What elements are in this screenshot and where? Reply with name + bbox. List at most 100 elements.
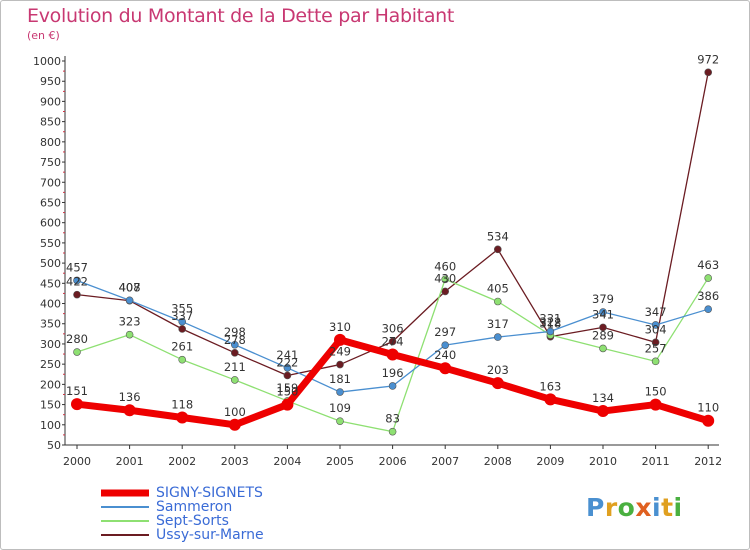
data-label: 241: [276, 348, 298, 362]
data-label: 222: [276, 355, 298, 369]
data-point: [283, 363, 292, 372]
data-label: 211: [224, 360, 246, 374]
brand-logo: Proxiti: [586, 493, 683, 522]
y-tick-label: 500: [40, 257, 61, 270]
data-label: 203: [487, 363, 509, 377]
data-label: 110: [697, 401, 719, 415]
y-tick-label: 350: [40, 318, 61, 331]
x-tick-label: 2008: [484, 455, 512, 468]
legend-label: SIGNY-SIGNETS: [156, 485, 263, 501]
data-label: 323: [119, 315, 141, 329]
data-point: [704, 305, 713, 313]
data-point: [651, 357, 660, 366]
data-label: 407: [119, 281, 141, 295]
y-tick-label: 150: [40, 399, 61, 412]
data-point: [544, 393, 557, 406]
data-label: 405: [487, 282, 509, 296]
brand-letter: r: [604, 493, 618, 522]
data-point: [125, 330, 134, 339]
data-label: 136: [119, 390, 141, 404]
data-point: [334, 333, 346, 346]
data-label: 457: [66, 260, 88, 274]
y-tick-label: 600: [40, 217, 61, 230]
data-point: [71, 398, 83, 411]
data-label: 274: [382, 334, 404, 348]
data-point: [546, 327, 555, 336]
data-label: 318: [539, 317, 561, 331]
data-label: 278: [224, 333, 246, 347]
data-point: [73, 348, 81, 356]
data-label: 249: [329, 345, 351, 359]
brand-letter: t: [661, 493, 674, 522]
data-label: 972: [697, 52, 719, 66]
x-tick-label: 2011: [642, 455, 670, 468]
brand-letter: i: [652, 493, 662, 522]
legend-swatch: [101, 534, 149, 536]
data-label: 430: [434, 271, 456, 285]
brand-letter: i: [673, 493, 683, 522]
chart-unit-label: (en €): [27, 29, 60, 42]
data-point: [231, 349, 239, 357]
data-point: [336, 360, 344, 369]
data-label: 83: [385, 412, 400, 426]
legend-label: Sept-Sorts: [156, 513, 229, 529]
data-point: [439, 362, 452, 375]
data-point: [599, 323, 607, 332]
y-tick-label: 850: [40, 116, 61, 129]
data-point: [441, 341, 450, 349]
y-tick-label: 750: [40, 156, 61, 169]
y-tick-label: 400: [40, 298, 61, 311]
data-point: [651, 338, 660, 347]
data-label: 280: [66, 332, 88, 346]
y-tick-label: 650: [40, 196, 61, 209]
data-point: [388, 427, 397, 436]
legend-swatch: [101, 506, 149, 508]
data-label: 181: [329, 372, 351, 386]
data-label: 134: [592, 391, 614, 405]
data-label: 109: [329, 401, 351, 415]
y-tick-label: 700: [40, 176, 61, 189]
x-tick-label: 2001: [116, 455, 144, 468]
data-point: [386, 348, 399, 361]
data-point: [704, 274, 713, 282]
brand-letter: x: [635, 493, 652, 522]
data-label: 163: [539, 379, 561, 393]
data-label: 118: [171, 398, 193, 412]
data-point: [493, 333, 502, 341]
data-label: 460: [434, 259, 456, 273]
data-label: 289: [592, 328, 614, 342]
y-tick-label: 250: [40, 358, 61, 371]
data-label: 355: [171, 302, 193, 316]
y-tick-label: 450: [40, 277, 61, 290]
data-label: 310: [329, 320, 351, 334]
data-point: [491, 377, 504, 390]
x-tick-label: 2010: [589, 455, 617, 468]
brand-letter: P: [586, 493, 605, 522]
data-label: 534: [487, 229, 509, 243]
data-point: [493, 245, 502, 254]
x-tick-label: 2000: [63, 455, 91, 468]
data-point: [649, 398, 662, 411]
data-label: 422: [66, 275, 88, 289]
data-label: 463: [697, 258, 719, 272]
data-label: 159: [276, 381, 298, 395]
legend-label: Sammeron: [156, 499, 233, 515]
data-point: [231, 376, 239, 384]
data-label: 347: [645, 305, 667, 319]
data-point: [281, 398, 294, 411]
data-point: [176, 411, 189, 424]
x-tick-label: 2002: [168, 455, 196, 468]
data-point: [73, 290, 81, 299]
chart-title: Evolution du Montant de la Dette par Hab…: [27, 5, 455, 27]
legend-swatch: [101, 520, 149, 522]
brand-letter: o: [617, 493, 636, 522]
data-point: [178, 317, 186, 326]
x-tick-label: 2005: [326, 455, 354, 468]
legend-label: Ussy-sur-Marne: [156, 527, 264, 543]
data-point: [336, 388, 344, 396]
data-label: 341: [592, 307, 614, 321]
data-point: [597, 405, 609, 418]
x-tick-label: 2012: [694, 455, 722, 468]
x-tick-label: 2007: [431, 455, 459, 468]
